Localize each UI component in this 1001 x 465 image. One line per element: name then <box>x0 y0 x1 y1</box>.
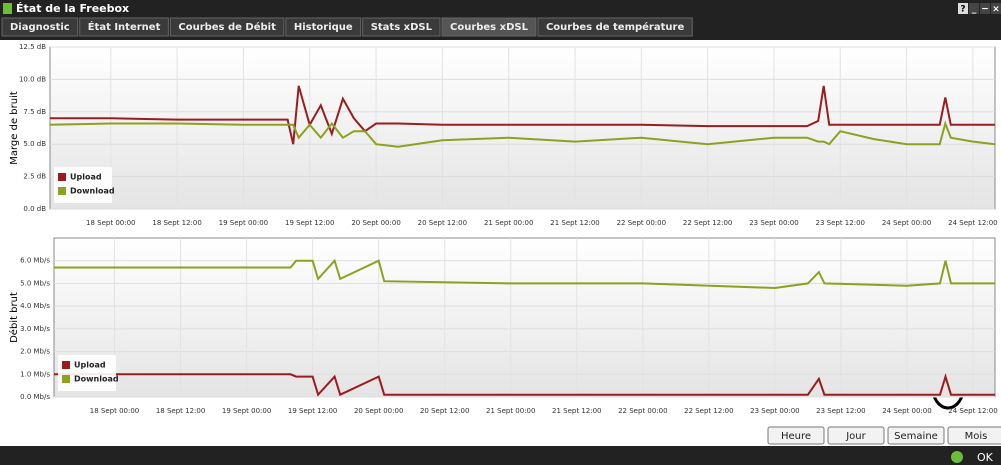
x-tick-label: 20 Sept 12:00 <box>418 219 467 227</box>
series-line <box>49 120 996 148</box>
ok-button[interactable]: OK <box>977 451 994 464</box>
x-tick-label: 21 Sept 00:00 <box>486 407 535 415</box>
x-tick-label: 24 Sept 12:00 <box>948 219 997 227</box>
window-control-label[interactable]: × <box>992 5 1000 15</box>
app-icon <box>3 3 12 14</box>
tab[interactable] <box>1 17 79 37</box>
y-tick-label: 2.5 dB <box>23 173 46 181</box>
range-button[interactable] <box>947 426 1001 445</box>
x-tick-label: 24 Sept 00:00 <box>882 219 931 227</box>
y-tick-label: 5.0 Mb/s <box>20 279 50 287</box>
x-tick-label: 22 Sept 00:00 <box>618 407 667 415</box>
x-tick-label: 22 Sept 00:00 <box>617 219 666 227</box>
x-tick-label: 20 Sept 00:00 <box>354 407 403 415</box>
y-tick-label: 10.0 dB <box>19 75 46 83</box>
window-control[interactable] <box>980 3 990 14</box>
footer-bar <box>0 446 1001 465</box>
tab-label[interactable]: Diagnostic <box>10 22 70 33</box>
window-control-label[interactable]: _ <box>972 5 977 15</box>
x-tick-label: 24 Sept 00:00 <box>882 407 931 415</box>
legend-label: Download <box>74 375 119 384</box>
x-tick-label: 19 Sept 12:00 <box>288 407 337 415</box>
series-line <box>50 85 995 145</box>
range-button-label[interactable]: Mois <box>965 431 988 442</box>
range-button[interactable] <box>827 426 885 445</box>
y-tick-label: 4.0 Mb/s <box>20 302 50 310</box>
tab-label[interactable]: Courbes de température <box>546 21 684 33</box>
legend-label: Upload <box>74 361 106 370</box>
y-tick-label: 3.0 Mb/s <box>20 325 50 333</box>
window-control-label[interactable]: ? <box>960 5 965 15</box>
y-tick-label: 1.0 Mb/s <box>20 370 50 378</box>
range-button[interactable] <box>767 426 825 445</box>
tab-label[interactable]: Courbes de Débit <box>178 21 276 33</box>
y-tick-label: 12.5 dB <box>19 43 46 51</box>
x-tick-label: 19 Sept 00:00 <box>222 407 271 415</box>
range-button-label[interactable]: Heure <box>781 431 811 442</box>
x-tick-label: 22 Sept 12:00 <box>683 219 732 227</box>
window-control[interactable] <box>991 3 1001 14</box>
plot-area <box>49 46 996 210</box>
tab[interactable] <box>362 17 441 37</box>
range-button-label[interactable]: Jour <box>845 431 866 442</box>
y-tick-label: 6.0 Mb/s <box>20 257 50 265</box>
window-control-label[interactable]: − <box>981 5 989 15</box>
x-tick-label: 21 Sept 12:00 <box>550 219 599 227</box>
x-tick-label: 24 Sept 12:00 <box>948 407 997 415</box>
legend-label: Download <box>70 187 115 196</box>
y-tick-label: 5.0 dB <box>23 140 46 148</box>
series-line <box>54 258 995 290</box>
plot-area <box>53 237 996 398</box>
tab-label[interactable]: Stats xDSL <box>371 22 433 33</box>
tab[interactable] <box>285 17 362 37</box>
x-tick-label: 19 Sept 12:00 <box>285 219 334 227</box>
legend-swatch <box>62 375 70 383</box>
x-tick-label: 21 Sept 12:00 <box>552 407 601 415</box>
y-axis-label: Marge de bruit <box>9 91 20 165</box>
tab-label[interactable]: Historique <box>294 22 353 33</box>
tab[interactable] <box>537 17 693 37</box>
x-tick-label: 18 Sept 00:00 <box>90 407 139 415</box>
x-tick-label: 23 Sept 12:00 <box>816 219 865 227</box>
x-tick-label: 20 Sept 00:00 <box>351 219 400 227</box>
y-tick-label: 0.0 Mb/s <box>20 393 50 401</box>
legend-label: Upload <box>70 173 102 182</box>
x-tick-label: 21 Sept 00:00 <box>484 219 533 227</box>
tab[interactable] <box>79 17 169 37</box>
tab-label[interactable]: État Internet <box>88 20 161 33</box>
x-tick-label: 18 Sept 00:00 <box>86 219 135 227</box>
x-tick-label: 23 Sept 12:00 <box>816 407 865 415</box>
x-tick-label: 20 Sept 12:00 <box>420 407 469 415</box>
tab[interactable] <box>441 17 537 37</box>
y-tick-label: 2.0 Mb/s <box>20 348 50 356</box>
tab[interactable] <box>169 17 285 37</box>
ok-icon[interactable] <box>951 451 963 463</box>
x-tick-label: 19 Sept 00:00 <box>219 219 268 227</box>
legend-swatch <box>58 187 66 195</box>
y-tick-label: 7.5 dB <box>23 108 46 116</box>
x-tick-label: 23 Sept 00:00 <box>749 219 798 227</box>
range-button[interactable] <box>887 426 945 445</box>
y-tick-label: 0.0 dB <box>23 205 46 213</box>
window-control[interactable] <box>969 3 979 14</box>
x-tick-label: 22 Sept 12:00 <box>684 407 733 415</box>
x-tick-label: 18 Sept 12:00 <box>152 219 201 227</box>
y-axis-label: Débit brut <box>8 292 20 343</box>
tab-label[interactable]: Courbes xDSL <box>450 22 529 33</box>
legend-swatch <box>62 361 70 369</box>
series-line <box>54 373 995 397</box>
x-tick-label: 18 Sept 12:00 <box>156 407 205 415</box>
legend-swatch <box>58 173 66 181</box>
window-control[interactable] <box>958 3 968 14</box>
range-button-label[interactable]: Semaine <box>894 431 938 442</box>
window-title: État de la Freebox <box>16 2 129 15</box>
x-tick-label: 23 Sept 00:00 <box>750 407 799 415</box>
